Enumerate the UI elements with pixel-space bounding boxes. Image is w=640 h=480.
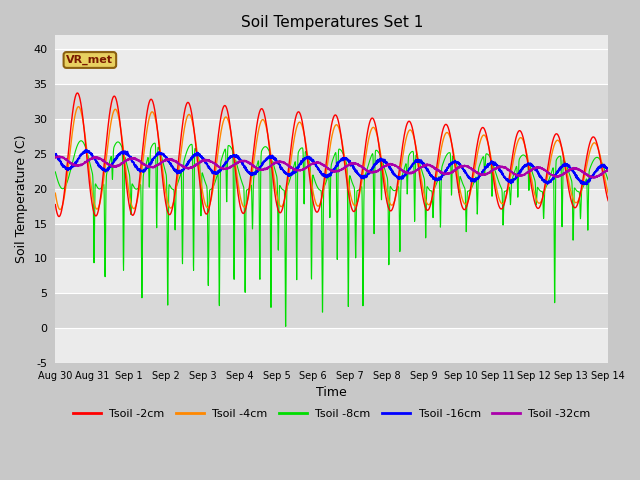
Bar bbox=[55, 328, 608, 363]
Bar bbox=[55, 154, 608, 189]
Bar bbox=[55, 293, 608, 328]
Legend: Tsoil -2cm, Tsoil -4cm, Tsoil -8cm, Tsoil -16cm, Tsoil -32cm: Tsoil -2cm, Tsoil -4cm, Tsoil -8cm, Tsoi… bbox=[68, 404, 595, 423]
X-axis label: Time: Time bbox=[316, 386, 347, 399]
Title: Soil Temperatures Set 1: Soil Temperatures Set 1 bbox=[241, 15, 423, 30]
Bar bbox=[55, 224, 608, 258]
Bar bbox=[55, 119, 608, 154]
Y-axis label: Soil Temperature (C): Soil Temperature (C) bbox=[15, 135, 28, 264]
Text: VR_met: VR_met bbox=[67, 55, 113, 65]
Bar bbox=[55, 189, 608, 224]
Bar bbox=[55, 84, 608, 119]
Bar bbox=[55, 258, 608, 293]
Bar bbox=[55, 49, 608, 84]
